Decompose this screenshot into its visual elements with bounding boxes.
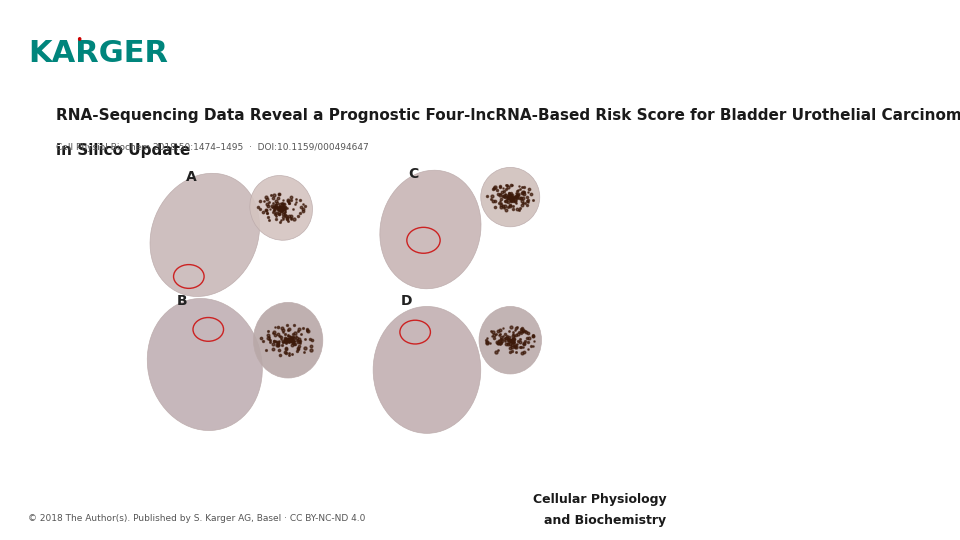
Text: D: D [400, 294, 412, 308]
Ellipse shape [380, 170, 481, 289]
Text: and Biochemistry: and Biochemistry [544, 514, 666, 526]
Text: B: B [177, 294, 187, 308]
Text: A: A [186, 170, 197, 184]
Ellipse shape [253, 302, 323, 378]
Text: Cell Physiol Biochem 2018;50:1474–1495  ·  DOI:10.1159/000494647: Cell Physiol Biochem 2018;50:1474–1495 ·… [56, 143, 369, 152]
Text: KARGER: KARGER [28, 39, 168, 69]
Ellipse shape [373, 307, 481, 433]
Text: © 2018 The Author(s). Published by S. Karger AG, Basel · CC BY-NC-ND 4.0: © 2018 The Author(s). Published by S. Ka… [28, 514, 365, 523]
Text: Cellular Physiology: Cellular Physiology [533, 493, 666, 506]
Ellipse shape [479, 306, 541, 374]
Text: •: • [75, 34, 83, 47]
Text: RNA-Sequencing Data Reveal a Prognostic Four-lncRNA-Based Risk Score for Bladder: RNA-Sequencing Data Reveal a Prognostic … [56, 108, 960, 123]
Ellipse shape [250, 176, 313, 240]
Text: C: C [408, 167, 419, 181]
Ellipse shape [150, 173, 259, 296]
Ellipse shape [147, 299, 262, 430]
Text: in Silico Update: in Silico Update [56, 143, 190, 158]
Ellipse shape [481, 167, 540, 227]
